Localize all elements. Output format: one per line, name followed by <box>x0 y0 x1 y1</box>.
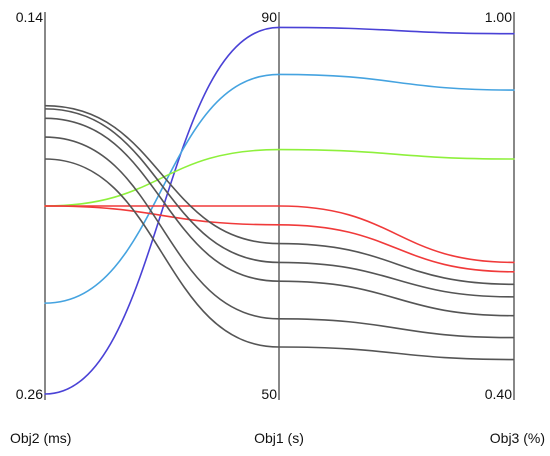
axis-top-label: 90 <box>261 9 277 25</box>
series-layer <box>44 26 515 395</box>
axis-title: Obj1 (s) <box>254 430 304 446</box>
series-line-8 <box>44 117 515 317</box>
series-line-1 <box>44 26 515 395</box>
series-line-10 <box>44 158 515 361</box>
axis-bottom-label: 0.40 <box>485 386 512 402</box>
series-line-4 <box>44 205 515 264</box>
series-line-6 <box>44 104 515 286</box>
axis-bottom-label: 50 <box>261 386 277 402</box>
axis-title: Obj3 (%) <box>490 430 545 446</box>
axes-layer: 0.14 0.26 Obj2 (ms) 90 50 Obj1 (s) 1.00 0.40 Obj… <box>10 9 545 446</box>
series-line-7 <box>44 108 515 298</box>
series-line-5 <box>44 205 515 273</box>
axis-top-label: 1.00 <box>485 9 512 25</box>
series-line-9 <box>44 136 515 339</box>
series-line-3 <box>44 148 515 207</box>
series-line-2 <box>44 73 515 304</box>
axis-top-label: 0.14 <box>16 9 43 25</box>
axis-title: Obj2 (ms) <box>10 430 71 446</box>
axis-bottom-label: 0.26 <box>16 386 43 402</box>
